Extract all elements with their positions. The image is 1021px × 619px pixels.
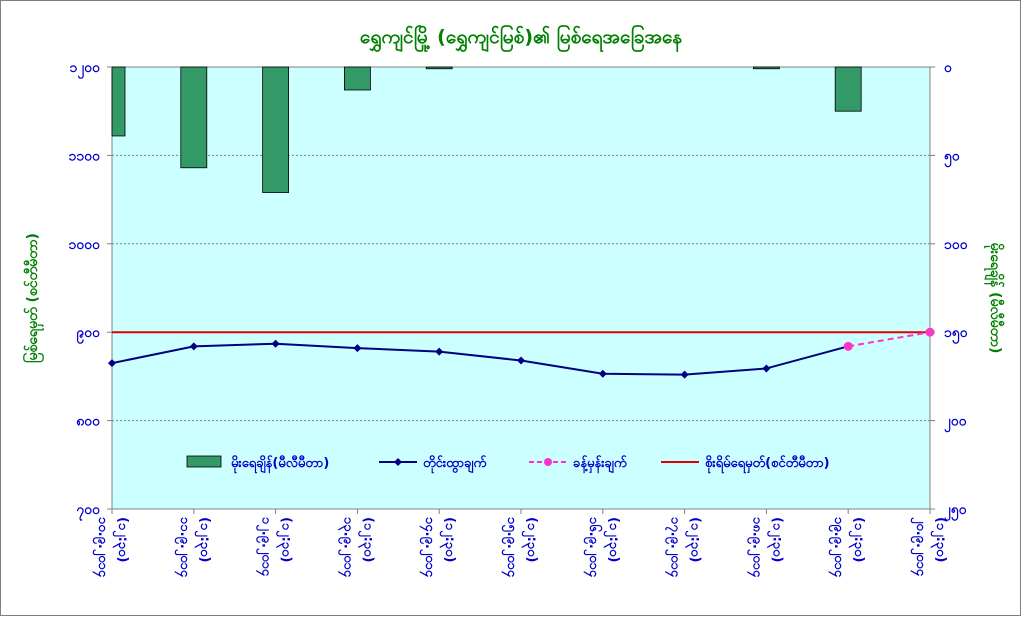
forecast-line [848, 331, 931, 348]
measured-point [598, 369, 607, 378]
x-axis-date-label: ၁၄.၉.၂၀၁၄ [419, 517, 437, 578]
legend-label: စိုးရိမ်ရေမှတ်(စင်တီမီတာ) [705, 454, 830, 474]
measured-point [353, 344, 362, 353]
x-axis-date-label: ၁၃.၉.၂၀၁၄ [337, 517, 355, 578]
measured-point [189, 342, 198, 351]
left-axis-tick-label: ၁၀၀၀ [69, 237, 102, 253]
left-axis-tick-label: ၇၀၀ [76, 502, 101, 521]
x-axis-date-label: ၁၁.၉.၂၀၁၄ [174, 517, 192, 578]
plot-area [111, 66, 931, 510]
measured-point [762, 364, 771, 373]
legend-swatch-rainfall [186, 455, 222, 468]
rainfall-bar [753, 66, 780, 70]
rainfall-bar [111, 66, 126, 137]
left-axis-tick-label: ၉၀၀ [76, 325, 101, 344]
x-axis-time-label: (၁၂:၃၀) [276, 517, 294, 562]
legend-marker-measured [394, 458, 402, 466]
left-axis-tick-label: ၈၀၀ [76, 414, 101, 430]
x-axis-time-label: (၁၂:၃၀) [685, 517, 703, 562]
right-axis-tick-label: ၅၀ [944, 148, 961, 167]
right-axis-tick-label: ၁၅၀ [944, 325, 969, 344]
measured-line [111, 342, 849, 376]
x-axis-date-label: ၁၆.၉.၂၀၁၄ [583, 517, 603, 578]
x-axis-date-label: ၂၀.၉.၂၀၁၄ [910, 517, 928, 577]
x-axis-time-label: (၁၂:၃၀) [439, 517, 457, 562]
left-axis-tick-label: ၁၁၀၀ [69, 148, 102, 164]
x-axis-date-label: ၁၇.၉.၂၀၁၄ [665, 517, 683, 578]
right-axis-tick-label: ၂၀၀ [944, 414, 968, 433]
x-axis-date-label: ၁၉.၉.၂၀၁၄ [828, 517, 846, 578]
legend-marker-forecast [544, 458, 552, 466]
right-axis-tick-label: ၂၅၀ [944, 502, 968, 521]
forecast-point [843, 341, 853, 351]
rainfall-bar [262, 66, 290, 193]
legend-label: မိုးရေချိန်(မီလီမီတာ) [231, 454, 329, 474]
legend-label: တိုင်းထွာချက် [423, 454, 486, 474]
left-axis-tick-label: ၁၂၀၀ [69, 60, 101, 79]
left-axis-title: မြစ်ရေမှတ် (စင်တီမီတာ) [23, 233, 44, 363]
rainfall-bar [425, 66, 453, 70]
x-axis-date-label: ၁၀.၉.၂၀၁၄ [92, 517, 110, 578]
x-axis-time-label: (၁၂:၃၀) [194, 517, 212, 562]
x-axis-time-label: (၁၂:၃၀) [930, 517, 948, 562]
chart-title: ရွှေကျင်မြို့ (ရွှေကျင်မြစ်)၏ မြစ်ရေအခြေ… [360, 23, 682, 53]
right-axis-title: မိုးရေချိန် (မီလီမီတာ) [984, 243, 1004, 354]
right-axis-tick-label: ၁၀၀ [944, 237, 969, 253]
measured-point [108, 359, 116, 368]
measured-point [435, 347, 444, 356]
x-axis-time-label: (၁၂:၃၀) [848, 517, 866, 562]
x-axis-date-label: ၁၂.၉.၂၀၁၄ [256, 517, 274, 577]
rainfall-bar [343, 66, 371, 91]
x-axis-time-label: (၁၂:၃၀) [603, 517, 621, 562]
measured-point [680, 370, 689, 379]
rainfall-bar [180, 66, 208, 169]
legend-label: ခန့်မှန်းချက် [573, 454, 627, 474]
x-axis-date-label: ၁၅.၉.၂၀၁၄ [501, 517, 519, 578]
right-axis-tick-label: ၀ [944, 60, 953, 76]
x-axis-time-label: (၁၂:၃၀) [112, 517, 130, 562]
measured-point [271, 339, 280, 348]
x-axis-time-label: (၁၂:၃၀) [521, 517, 539, 562]
x-axis-date-label: ၁၈.၉.၂၀၁၄ [746, 517, 764, 578]
x-axis-time-label: (၁၂:၃၀) [766, 517, 784, 562]
x-axis-time-label: (၁၂:၃၀) [357, 517, 375, 562]
rainfall-bar [834, 66, 862, 112]
measured-point [517, 356, 525, 365]
